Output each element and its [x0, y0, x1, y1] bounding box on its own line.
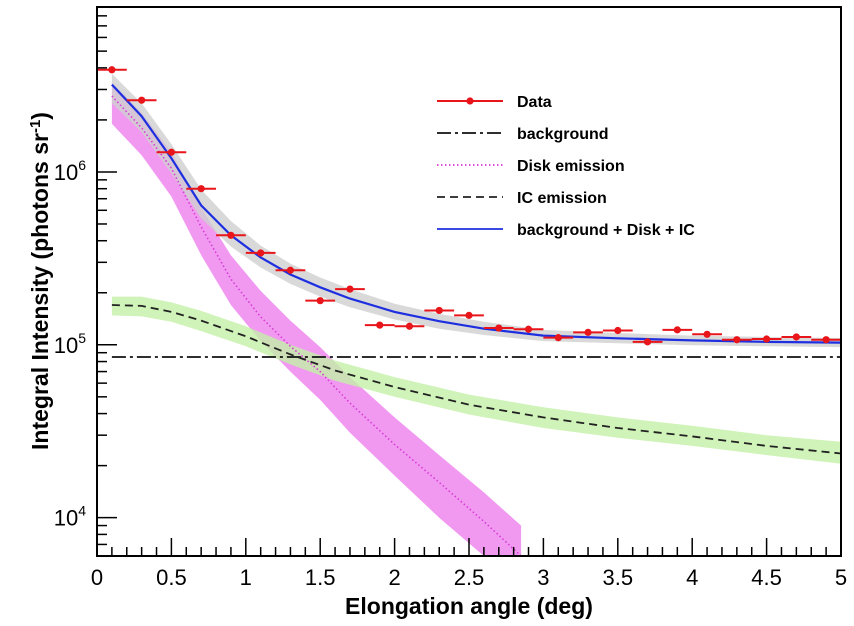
data-point	[513, 325, 544, 333]
uncertainty-bands	[111, 73, 841, 556]
ic-emission-line	[111, 304, 841, 455]
data-point-marker	[584, 328, 592, 336]
data-point	[662, 326, 693, 334]
y-axis-title-close: )	[27, 112, 53, 120]
legend-entry-disk-emission: Disk emission	[437, 158, 625, 175]
x-tick-label: 3.5	[603, 565, 634, 590]
x-tick-label: 4	[686, 565, 698, 590]
y-tick-label: 104	[54, 503, 86, 531]
axis-ticks	[96, 6, 842, 557]
data-point-marker	[822, 336, 830, 344]
data-point	[126, 96, 157, 104]
data-point-marker	[643, 338, 652, 346]
x-tick-label: 2	[388, 565, 400, 590]
legend-entry-ic-emission: IC emission	[437, 190, 607, 207]
data-point	[573, 328, 603, 336]
legend-label: IC emission	[517, 190, 607, 207]
y-tick-label: 105	[54, 330, 86, 358]
data-point-marker	[138, 96, 146, 104]
x-tick-label: 1	[240, 565, 252, 590]
y-tick-label-base: 10	[54, 160, 78, 185]
y-tick-label-exp: 6	[78, 157, 86, 173]
data-point	[97, 66, 127, 74]
y-axis-title-sup: -1	[27, 120, 44, 133]
data-point	[424, 306, 455, 315]
data-point	[364, 321, 395, 329]
x-tick-label: 4.5	[751, 565, 782, 590]
ic-emission-band	[111, 296, 841, 464]
data-points	[97, 66, 841, 346]
data-point	[335, 285, 365, 293]
x-tick-label: 3	[537, 565, 549, 590]
model-lines	[111, 83, 841, 556]
data-point-marker	[316, 297, 324, 305]
data-point-marker	[733, 336, 741, 344]
y-tick-label-exp: 4	[78, 503, 86, 519]
legend-entry-background: background	[437, 126, 609, 143]
legend-label: Disk emission	[517, 158, 625, 175]
data-point-marker	[435, 306, 443, 315]
x-tick-labels: 0 0.5 1 1.5 2 2.5 3 3.5 4 4.5 5	[91, 565, 847, 590]
data-point-marker	[703, 330, 711, 338]
data-point	[721, 336, 752, 344]
y-tick-label: 106	[54, 157, 86, 185]
legend-label: background + Disk + IC	[517, 222, 695, 239]
legend: Data background Disk emission IC emission ba…	[437, 94, 695, 239]
legend-label: background	[517, 126, 609, 143]
x-tick-label: 5	[835, 565, 847, 590]
legend-label: Data	[517, 94, 552, 111]
data-point-marker	[376, 321, 384, 329]
data-point	[454, 311, 484, 319]
background-disk-ic-band	[111, 73, 841, 348]
legend-entry-data: Data	[437, 94, 552, 111]
x-tick-label: 0.5	[156, 565, 187, 590]
data-point-marker	[257, 249, 265, 257]
data-point	[216, 231, 246, 239]
y-axis-title: Integral Intensity (photons sr-1)	[27, 112, 53, 450]
data-point-marker	[673, 326, 681, 334]
data-point-marker	[524, 325, 533, 333]
y-tick-label-base: 10	[54, 506, 78, 531]
y-tick-label-exp: 5	[78, 330, 86, 346]
data-point-marker	[792, 333, 800, 341]
data-point-marker	[167, 148, 175, 156]
data-point-marker	[465, 311, 473, 319]
data-point	[305, 297, 336, 305]
data-point	[245, 249, 276, 257]
data-point	[632, 338, 663, 346]
x-axis-title: Elongation angle (deg)	[345, 593, 593, 619]
data-point-marker	[495, 324, 503, 332]
data-point	[483, 324, 514, 332]
data-point-marker	[405, 322, 414, 330]
y-axis-title-main: Integral Intensity (photons sr	[27, 133, 53, 450]
data-point	[602, 326, 633, 335]
data-point	[186, 185, 217, 193]
y-tick-label-base: 10	[54, 333, 78, 358]
data-point	[692, 330, 722, 338]
data-point	[751, 335, 782, 343]
data-point	[394, 322, 425, 330]
legend-entry-background-disk-ic: background + Disk + IC	[437, 222, 695, 239]
x-tick-label: 0	[91, 565, 103, 590]
data-point	[781, 333, 812, 341]
data-point	[156, 148, 187, 156]
x-tick-label: 1.5	[305, 565, 336, 590]
data-point-marker	[197, 185, 205, 193]
data-point-marker	[554, 334, 562, 342]
data-point-marker	[763, 335, 771, 343]
data-point-marker	[346, 285, 354, 293]
legend-marker	[466, 97, 474, 105]
data-point	[543, 334, 574, 342]
data-point-marker	[227, 231, 235, 239]
data-point	[811, 336, 841, 344]
data-point-marker	[614, 326, 622, 335]
data-point-marker	[108, 66, 116, 74]
data-point	[275, 266, 306, 274]
background-disk-ic-line	[111, 83, 841, 344]
x-tick-label: 2.5	[454, 565, 485, 590]
data-point-marker	[286, 266, 295, 274]
